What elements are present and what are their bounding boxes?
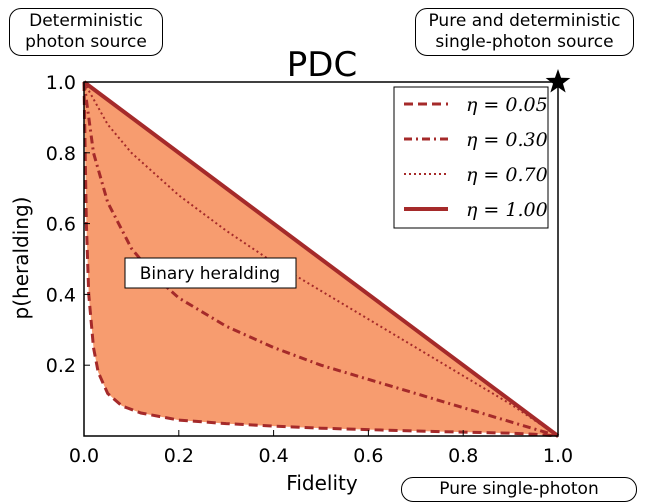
callout-deterministic-photon-source: Deterministic photon source: [9, 8, 163, 56]
series-line-1: [82, 81, 559, 438]
callout-line-1: Pure single-photon source: [439, 479, 599, 502]
legend-label-3: η = 1.00: [466, 199, 548, 221]
ticks-layer: 0.0 0.2 0.4 0.6 0.8 1.0 0.2 0.4 0.6 0.8 1.0: [46, 72, 573, 467]
y-tick-label: 0.4: [46, 284, 76, 306]
x-tick-label: 0.6: [353, 445, 383, 467]
callout-line-1: Pure and deterministic: [428, 11, 621, 31]
series-line-3: [82, 80, 560, 438]
region-label-box: [124, 257, 297, 289]
y-tick-label: 0.6: [46, 214, 76, 236]
legend: η = 0.05 η = 0.30 η = 0.70 η = 1.00: [393, 86, 549, 229]
chart-title: PDC: [287, 45, 357, 85]
callout-line-2: single-photon source: [435, 32, 614, 52]
x-tick-label: 0.4: [258, 445, 288, 467]
plot-frame: [83, 81, 559, 437]
legend-label-0: η = 0.05: [466, 94, 548, 116]
y-axis-label: p(heralding): [9, 197, 33, 320]
callout-pure-single-photon-source: Pure single-photon source: [401, 477, 637, 502]
legend-box: [393, 86, 549, 229]
series-layer: [82, 80, 560, 438]
star-icon: [545, 69, 571, 93]
y-tick-label: 1.0: [46, 72, 76, 94]
y-tick-label: 0.2: [46, 355, 76, 377]
callout-pure-deterministic-source: Pure and deterministic single-photon sou…: [415, 8, 634, 56]
legend-label-2: η = 0.70: [466, 164, 548, 186]
series-line-0: [82, 81, 559, 438]
callout-line-1: Deterministic: [29, 11, 143, 31]
x-tick-label: 0.8: [448, 445, 478, 467]
x-tick-label: 0.0: [69, 445, 99, 467]
y-tick-label: 0.8: [46, 143, 76, 165]
region-label: Binary heralding: [140, 264, 280, 284]
callout-line-2: photon source: [25, 32, 147, 52]
x-axis-label: Fidelity: [286, 471, 358, 495]
x-tick-label: 1.0: [543, 445, 573, 467]
series-line-2: [83, 81, 559, 437]
legend-label-1: η = 0.30: [466, 129, 548, 151]
x-tick-label: 0.2: [164, 445, 194, 467]
